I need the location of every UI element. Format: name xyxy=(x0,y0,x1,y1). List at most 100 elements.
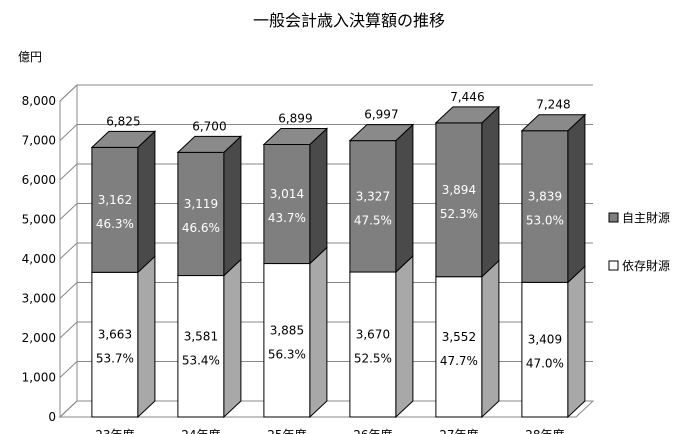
bar-own-side xyxy=(395,123,414,274)
bar-dependent xyxy=(435,276,483,418)
value-label: 3,014 xyxy=(270,187,304,201)
percent-label: 47.7% xyxy=(440,354,478,368)
x-tick-label: 24年度 xyxy=(181,427,220,434)
legend-swatch xyxy=(608,260,619,271)
x-tick-label: 25年度 xyxy=(267,427,306,434)
gridline-side xyxy=(59,203,78,220)
x-tick-label: 23年度 xyxy=(95,427,134,434)
bar-own xyxy=(263,143,311,265)
y-tick-label: 5,000 xyxy=(22,213,56,227)
bar-group: 3,581 53.4% 3,119 46.6% 6,700 xyxy=(176,119,243,419)
bar-group: 3,670 52.5% 3,327 47.5% 6,997 xyxy=(348,108,415,419)
x-tick-label: 28年度 xyxy=(525,427,564,434)
bar-own xyxy=(91,146,139,273)
value-label: 3,885 xyxy=(270,323,304,337)
bar-group: 3,552 47.7% 3,894 52.3% 7,446 xyxy=(434,90,501,419)
percent-label: 46.3% xyxy=(96,217,134,231)
y-tick-label: 3,000 xyxy=(22,292,56,306)
y-axis-ticks: 0 1,000 2,000 3,000 4,000 5,000 6,000 7,000 8,00… xyxy=(22,94,56,424)
bar-own-side xyxy=(137,130,156,274)
y-tick-label: 0 xyxy=(48,410,56,424)
bar-own xyxy=(177,151,225,277)
bar-top xyxy=(348,124,415,142)
percent-label: 46.6% xyxy=(182,221,220,235)
gridlines xyxy=(59,84,593,418)
x-tick-label: 26年度 xyxy=(353,427,392,434)
total-label: 6,899 xyxy=(278,111,312,125)
value-label: 3,581 xyxy=(184,329,218,343)
total-label: 6,700 xyxy=(192,119,226,133)
gridline-side xyxy=(59,84,78,102)
percent-label: 52.5% xyxy=(354,352,392,366)
bar-top xyxy=(520,114,587,132)
bar-own-side xyxy=(223,135,242,277)
bar-dependent xyxy=(349,271,397,418)
bar-dependent-side xyxy=(223,258,242,419)
bar-dependent xyxy=(91,271,139,418)
y-axis-unit-label: 億円 xyxy=(18,50,42,64)
bar-top xyxy=(176,135,243,153)
y-tick-label: 2,000 xyxy=(22,331,56,345)
bar-dependent-side xyxy=(395,254,414,419)
percent-label: 56.3% xyxy=(268,347,306,361)
percent-label: 47.5% xyxy=(354,213,392,227)
bar-dependent-side xyxy=(309,246,328,419)
bar-group: 3,663 53.7% 3,162 46.3% 6,825 xyxy=(90,114,157,419)
bar-own-side xyxy=(567,113,586,284)
value-label: 3,894 xyxy=(442,183,476,197)
total-label: 7,248 xyxy=(536,98,570,112)
value-label: 3,663 xyxy=(98,328,132,342)
y-tick-label: 1,000 xyxy=(22,371,56,385)
bar-group: 3,885 56.3% 3,014 43.7% 6,899 xyxy=(262,111,329,419)
bar-top xyxy=(90,130,157,148)
total-label: 6,825 xyxy=(106,114,140,128)
bars: 3,663 53.7% 3,162 46.3% 6,825 3,581 53.4% 3,119… xyxy=(90,90,587,419)
gridline-side xyxy=(59,321,78,339)
value-label: 3,670 xyxy=(356,328,390,342)
gridline-side xyxy=(59,124,78,141)
gridline-side xyxy=(59,400,78,418)
percent-label: 53.0% xyxy=(526,214,564,228)
total-label: 6,997 xyxy=(364,108,398,122)
y-tick-label: 7,000 xyxy=(22,134,56,148)
total-label: 7,446 xyxy=(450,90,484,104)
bar-own xyxy=(349,140,397,273)
legend-swatch xyxy=(608,212,619,223)
percent-label: 47.0% xyxy=(526,357,564,371)
value-label: 3,552 xyxy=(442,330,476,344)
chart-title: 一般会計歳入決算額の推移 xyxy=(253,11,445,30)
value-label: 3,409 xyxy=(528,333,562,347)
percent-label: 53.4% xyxy=(182,353,220,367)
percent-label: 52.3% xyxy=(440,207,478,221)
value-label: 3,327 xyxy=(356,189,390,203)
value-label: 3,119 xyxy=(184,197,218,211)
value-label: 3,839 xyxy=(528,190,562,204)
y-tick-label: 8,000 xyxy=(22,94,56,108)
legend-label: 自主財源 xyxy=(622,210,670,225)
bar-own xyxy=(521,130,569,283)
bar-top xyxy=(434,106,501,124)
bar-dependent-side xyxy=(481,259,500,419)
gridline-side xyxy=(59,242,78,260)
bar-own-side xyxy=(481,105,500,278)
bar-dependent xyxy=(521,281,569,418)
gridline-side xyxy=(59,163,78,181)
bar-dependent xyxy=(177,275,225,418)
x-axis-ticks: 23年度 24年度 25年度 26年度 27年度 28年度 xyxy=(95,427,564,434)
y-tick-label: 6,000 xyxy=(22,173,56,187)
bar-top xyxy=(262,127,329,145)
bar-dependent-side xyxy=(137,255,156,419)
gridline-side xyxy=(59,361,78,378)
bar-group: 3,409 47.0% 3,839 53.0% 7,248 xyxy=(520,98,587,419)
percent-label: 53.7% xyxy=(96,352,134,366)
value-label: 3,162 xyxy=(98,193,132,207)
bar-own-side xyxy=(309,127,328,265)
bar-dependent-side xyxy=(567,265,586,419)
bar-dependent xyxy=(263,263,311,418)
x-tick-label: 27年度 xyxy=(439,427,478,434)
y-tick-label: 4,000 xyxy=(22,252,56,266)
gridline-side xyxy=(59,282,78,299)
bar-own xyxy=(435,122,483,278)
